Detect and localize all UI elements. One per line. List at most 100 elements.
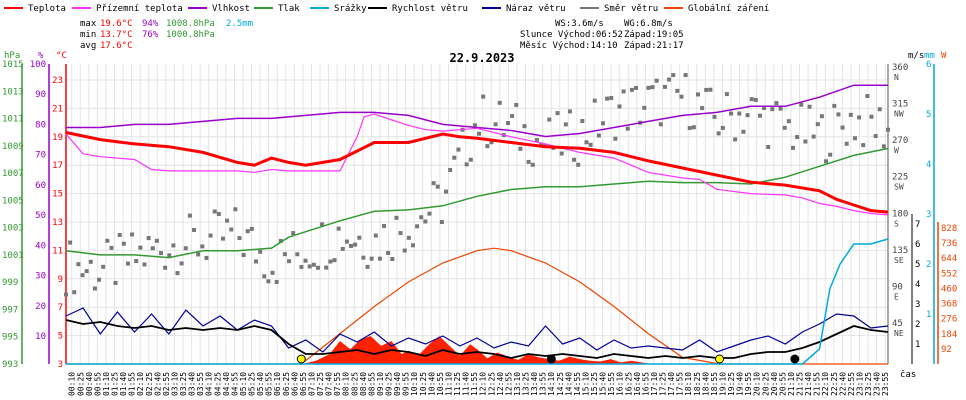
wind-tick-1: 6 xyxy=(915,240,920,250)
direction-point-33 xyxy=(200,244,205,249)
x-tick-2: 00:40 xyxy=(85,372,94,396)
direction-point-167 xyxy=(753,97,758,102)
direction-point-144 xyxy=(658,122,663,127)
x-tick-29: 07:25 xyxy=(316,372,325,396)
direction-point-21 xyxy=(150,246,155,251)
direction-tick-1: 315 xyxy=(892,100,908,110)
wind-tick-3: 4 xyxy=(915,280,920,290)
x-tick-60: 15:10 xyxy=(581,372,590,396)
direction-point-146 xyxy=(667,77,672,82)
x-tick-64: 16:10 xyxy=(616,372,625,396)
info-wind-gust: WG:6.8m/s xyxy=(624,19,673,29)
legend-label-7: Směr větru xyxy=(604,4,658,14)
stats-avg-temp: 17.6°C xyxy=(100,41,133,51)
info-sun-set: Západ:19:05 xyxy=(624,30,684,40)
direction-point-113 xyxy=(530,162,535,167)
direction-point-97 xyxy=(464,162,469,167)
axes: hPa% °C m/s mm Wčas1015101310111009100710051… xyxy=(2,51,957,396)
direction-point-149 xyxy=(679,94,684,99)
direction-point-30 xyxy=(187,213,192,218)
direction-point-186 xyxy=(832,103,837,108)
x-tick-15: 03:55 xyxy=(196,372,205,396)
direction-point-100 xyxy=(477,131,482,136)
x-tick-62: 15:40 xyxy=(599,372,608,396)
x-tick-61: 15:25 xyxy=(590,372,599,396)
pressure-tick-1: 1013 xyxy=(2,87,24,97)
x-tick-63: 15:55 xyxy=(607,372,616,396)
humidity-axis-title: % xyxy=(38,51,44,61)
x-tick-38: 09:40 xyxy=(393,372,402,396)
direction-point-78 xyxy=(386,251,391,256)
rain-line xyxy=(66,238,889,365)
direction-point-13 xyxy=(117,233,122,238)
temperature-tick-7: 9 xyxy=(58,275,63,285)
direction-point-153 xyxy=(695,92,700,97)
x-tick-1: 00:25 xyxy=(76,372,85,396)
humidity-tick-9: 10 xyxy=(35,332,46,342)
direction-letter-4: S xyxy=(894,219,899,228)
direction-point-115 xyxy=(539,142,544,147)
temperature-tick-2: 19 xyxy=(52,133,63,143)
direction-point-138 xyxy=(634,85,639,90)
direction-point-123 xyxy=(572,157,577,162)
direction-tick-0: 360 xyxy=(892,63,908,73)
x-tick-87: 21:55 xyxy=(813,372,822,396)
direction-point-135 xyxy=(621,89,626,94)
direction-point-49 xyxy=(266,279,271,284)
moonset-marker xyxy=(790,354,800,364)
direction-point-38 xyxy=(220,236,225,241)
stats-min-label: min xyxy=(80,30,96,40)
direction-point-130 xyxy=(600,121,605,126)
direction-point-18 xyxy=(138,245,143,250)
x-tick-22: 05:40 xyxy=(256,372,265,396)
direction-point-122 xyxy=(567,109,572,114)
direction-point-3 xyxy=(76,262,81,267)
direction-point-155 xyxy=(704,87,709,92)
direction-point-151 xyxy=(687,126,692,131)
wind-tick-6: 1 xyxy=(915,340,920,350)
stats-min-pressure: 1000.8hPa xyxy=(166,30,215,40)
direction-point-62 xyxy=(320,222,325,227)
direction-tick-7: 45 xyxy=(892,319,903,329)
x-tick-71: 17:55 xyxy=(676,372,685,396)
direction-point-70 xyxy=(353,242,358,247)
legend: Teplota Přízemní teplota Vlhkost Tlak Srážky… xyxy=(4,4,769,14)
x-tick-39: 09:55 xyxy=(402,372,411,396)
direction-point-82 xyxy=(402,248,407,253)
direction-point-194 xyxy=(865,94,870,99)
direction-point-173 xyxy=(778,106,783,111)
direction-point-39 xyxy=(225,218,230,223)
solar-curve xyxy=(66,247,888,365)
direction-point-19 xyxy=(142,262,147,267)
direction-point-61 xyxy=(315,265,320,270)
direction-point-93 xyxy=(448,167,453,172)
direction-point-10 xyxy=(105,238,110,243)
direction-point-164 xyxy=(741,129,746,134)
rain-tick-1: 5 xyxy=(926,110,931,120)
direction-point-133 xyxy=(613,136,618,141)
direction-point-1 xyxy=(68,240,73,245)
pressure-tick-10: 995 xyxy=(2,333,18,343)
humidity-tick-4: 60 xyxy=(35,181,46,191)
direction-point-37 xyxy=(216,211,221,216)
direction-point-52 xyxy=(278,238,283,243)
stats-min-humidity: 76% xyxy=(142,30,159,40)
direction-point-128 xyxy=(592,98,597,103)
direction-point-136 xyxy=(625,126,630,131)
x-tick-37: 09:25 xyxy=(385,372,394,396)
solar-tick-7: 184 xyxy=(941,330,957,340)
moonrise-marker xyxy=(546,354,556,364)
humidity-tick-3: 70 xyxy=(35,151,46,161)
astro-info: WS:3.6m/s WG:6.8m/s Slunce Východ:06:52 … xyxy=(520,19,684,51)
legend-label-8: Globální záření xyxy=(688,4,769,14)
direction-point-8 xyxy=(97,277,102,282)
x-tick-77: 19:25 xyxy=(727,372,736,396)
x-tick-10: 02:40 xyxy=(153,372,162,396)
stats-max-rain: 2.5mm xyxy=(226,19,253,29)
direction-point-104 xyxy=(493,122,498,127)
x-tick-14: 03:40 xyxy=(188,372,197,396)
stats-avg-label: avg xyxy=(80,41,96,51)
direction-point-35 xyxy=(208,233,213,238)
solar-tick-6: 276 xyxy=(941,315,957,325)
direction-point-84 xyxy=(410,243,415,248)
